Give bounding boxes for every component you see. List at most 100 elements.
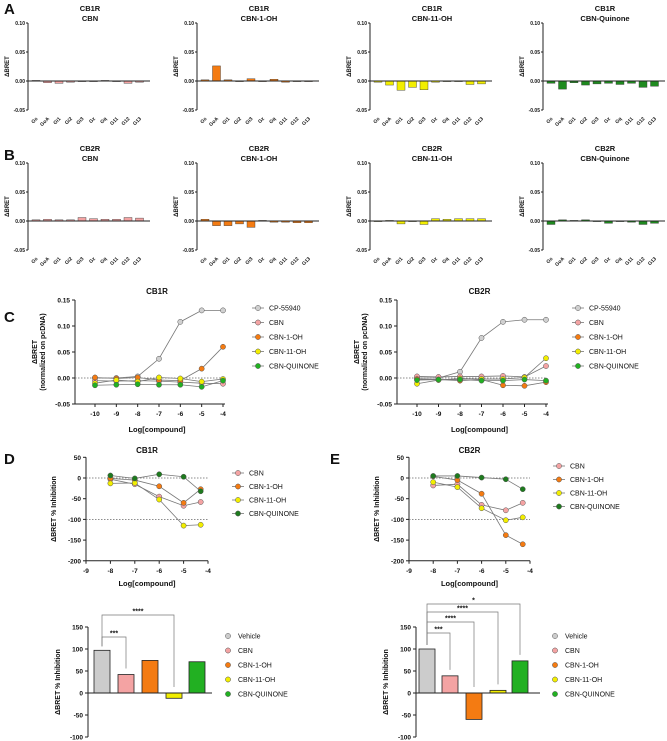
x-tick-label: G12 — [120, 116, 131, 127]
x-tick-label: GoA — [554, 116, 566, 128]
data-point — [478, 505, 485, 512]
y-axis-label: ΔBRET — [347, 196, 353, 217]
data-point — [220, 307, 226, 314]
data-point — [198, 378, 205, 385]
legend-marker — [552, 647, 558, 654]
y-tick-label: -0.05 — [55, 402, 70, 409]
chart-title: CB2R — [469, 287, 491, 296]
y-tick-label: 0.10 — [379, 324, 392, 331]
x-tick-label: Gi3 — [75, 116, 85, 126]
x-tick-label: -7 — [479, 411, 485, 418]
legend-marker — [225, 633, 231, 639]
data-point — [180, 473, 187, 480]
legend-marker — [225, 691, 231, 697]
y-tick-label: -0.05 — [14, 108, 26, 114]
data-point — [156, 374, 162, 381]
x-tick-label: Gs — [545, 116, 554, 125]
x-tick-label: Gq — [268, 256, 277, 265]
y-tick-label: 0.00 — [184, 219, 194, 225]
y-tick-label: 0.10 — [57, 324, 70, 331]
x-tick-label: G11 — [451, 256, 462, 267]
data-point — [543, 363, 549, 369]
legend-label: CP-55940 — [269, 306, 301, 313]
x-tick-label: Gi1 — [394, 256, 404, 266]
data-point — [156, 471, 163, 478]
data-point — [156, 496, 163, 503]
bar — [441, 675, 459, 694]
data-point — [156, 355, 162, 362]
legend-marker — [556, 476, 562, 483]
x-tick-label: Gz — [603, 256, 612, 265]
y-tick-label: -0.05 — [14, 248, 26, 254]
legend-label: CBN-QUINONE — [238, 692, 288, 699]
data-point — [543, 316, 549, 323]
y-tick-label: -100 — [391, 517, 404, 524]
x-tick-label: G12 — [635, 256, 646, 267]
y-tick-label: 100 — [72, 647, 83, 654]
bar — [385, 80, 394, 86]
y-tick-label: 0.10 — [357, 21, 367, 27]
bar — [511, 660, 529, 694]
y-tick-label: -0.05 — [377, 402, 392, 409]
bar — [650, 80, 659, 87]
legend-label: CBN-11-OH — [269, 349, 306, 356]
legend-label: CBN-QUINONE — [249, 511, 299, 518]
x-tick-label: G13 — [132, 116, 143, 127]
x-axis-label: Log[compound] — [128, 425, 186, 434]
data-point — [92, 382, 98, 389]
panel-label: A — [4, 1, 15, 18]
bar — [546, 220, 556, 225]
x-tick-label: G11 — [451, 116, 462, 127]
data-point — [454, 473, 461, 479]
data-point — [457, 368, 463, 375]
y-axis-label: ΔBRET — [32, 339, 39, 364]
data-point — [430, 473, 437, 479]
y-tick-label: 0.10 — [15, 21, 25, 27]
legend-label: CBN — [570, 464, 585, 471]
data-point — [521, 376, 528, 383]
data-point — [156, 381, 162, 388]
x-tick-label: G13 — [647, 116, 658, 127]
y-axis-label: ΔBRET — [5, 56, 11, 77]
chart-title: CB1R — [146, 287, 168, 296]
x-tick-label: Gi2 — [64, 256, 74, 266]
chart-title: CB1R — [136, 446, 158, 455]
y-axis-label: (normalized on pcDNA) — [40, 313, 47, 390]
data-point — [220, 377, 226, 384]
chart-title: CB2R — [249, 144, 270, 153]
y-tick-label: 0.15 — [57, 298, 70, 305]
chart-subtitle: CBN-1-OH — [241, 154, 278, 163]
x-tick-label: GoA — [39, 256, 51, 268]
data-point — [197, 488, 204, 495]
legend-marker — [575, 348, 581, 355]
y-tick-label: 50 — [397, 455, 405, 462]
x-tick-label: Gi1 — [567, 116, 577, 126]
data-point — [430, 479, 437, 485]
x-tick-label: G11 — [278, 256, 289, 267]
legend-label: CBN-1-OH — [589, 335, 623, 342]
chart-subtitle: CBN — [82, 14, 98, 23]
legend-marker — [255, 363, 261, 369]
x-tick-label: Gs — [199, 116, 208, 125]
legend-marker — [575, 363, 581, 369]
bar — [77, 217, 87, 222]
x-tick-label: G11 — [624, 256, 635, 267]
x-axis-label: Log[compound] — [118, 579, 176, 588]
y-tick-label: -200 — [391, 558, 404, 565]
data-point — [177, 375, 184, 382]
x-tick-label: -9 — [83, 568, 89, 575]
y-tick-label: 0.05 — [15, 190, 25, 196]
chart-subtitle: CBN-Quinone — [580, 154, 629, 163]
legend-label: CBN — [238, 648, 253, 655]
x-tick-label: Gi2 — [64, 116, 74, 126]
bar — [123, 217, 133, 222]
y-tick-label: 0.00 — [357, 79, 367, 85]
legend-label: Vehicle — [238, 634, 261, 641]
legend-label: CBN — [589, 320, 604, 327]
y-tick-label: 0 — [400, 476, 404, 483]
series-line — [417, 319, 546, 379]
y-tick-label: -0.05 — [356, 108, 368, 114]
legend-label: CBN-1-OH — [269, 335, 303, 342]
x-tick-label: Gi1 — [52, 116, 62, 126]
